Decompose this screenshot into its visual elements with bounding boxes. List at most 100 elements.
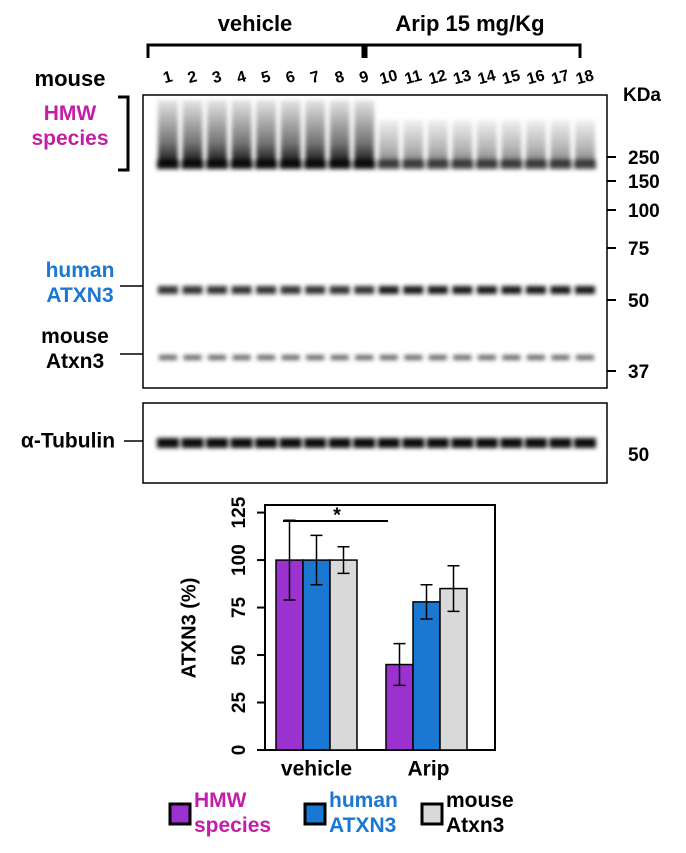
hmw-smear bbox=[182, 100, 203, 162]
group-bracket bbox=[364, 43, 582, 58]
band bbox=[377, 160, 400, 169]
bar bbox=[302, 559, 331, 751]
band bbox=[525, 286, 546, 294]
lane-label: 4 bbox=[235, 68, 248, 87]
group-label: vehicle bbox=[218, 11, 293, 36]
error-bar bbox=[310, 534, 323, 586]
y-tick-label: 125 bbox=[229, 496, 250, 528]
hmw-smear bbox=[378, 120, 399, 162]
lane-label: 15 bbox=[501, 67, 523, 88]
legend-label: HMW species bbox=[194, 789, 272, 837]
band bbox=[208, 355, 227, 360]
bar bbox=[329, 559, 358, 751]
lane-label: 5 bbox=[260, 68, 273, 87]
bar bbox=[439, 587, 468, 751]
error-bar bbox=[420, 584, 433, 620]
lane-label: 13 bbox=[451, 67, 473, 88]
x-tick-label: vehicle bbox=[281, 758, 352, 781]
marker-label: 250 bbox=[628, 148, 660, 169]
band bbox=[426, 160, 449, 169]
band bbox=[206, 438, 229, 448]
band bbox=[551, 355, 570, 360]
band bbox=[330, 355, 349, 360]
y-tick-label: 75 bbox=[229, 597, 250, 619]
band bbox=[502, 355, 521, 360]
band bbox=[159, 355, 177, 360]
band bbox=[255, 438, 278, 448]
hmw-smear bbox=[280, 100, 301, 162]
band bbox=[426, 438, 449, 448]
x-tick-label: Arip bbox=[408, 758, 450, 781]
lane-label: 17 bbox=[550, 67, 572, 88]
band bbox=[453, 355, 472, 360]
band bbox=[181, 438, 204, 448]
band bbox=[304, 438, 327, 448]
band bbox=[305, 286, 326, 294]
band bbox=[328, 160, 351, 169]
band bbox=[574, 438, 596, 448]
lane-label: 16 bbox=[525, 67, 547, 88]
band bbox=[500, 160, 523, 169]
band bbox=[304, 160, 327, 169]
band bbox=[206, 160, 229, 169]
error-bar bbox=[447, 565, 460, 613]
unit-label: KDa bbox=[623, 85, 661, 106]
hmw-smear bbox=[403, 120, 424, 162]
band bbox=[279, 438, 302, 448]
lane-label: 9 bbox=[358, 68, 371, 87]
bar-chart: ATXN3 (%) * 0 25 50 75 100 125 vehicle Arip bbox=[178, 496, 496, 781]
band bbox=[354, 286, 375, 294]
lane-label: 11 bbox=[403, 67, 424, 88]
band bbox=[402, 438, 425, 448]
lane-label: 3 bbox=[210, 68, 223, 87]
band bbox=[574, 160, 596, 169]
hmw-smear bbox=[231, 100, 252, 162]
lane-label: 10 bbox=[378, 67, 400, 88]
band bbox=[306, 355, 325, 360]
band bbox=[477, 355, 496, 360]
marker-label: 37 bbox=[628, 362, 649, 383]
band bbox=[475, 438, 498, 448]
marker-label: 50 bbox=[628, 445, 649, 466]
lane-label: 6 bbox=[284, 68, 297, 87]
hmw-smear bbox=[452, 120, 473, 162]
band bbox=[576, 355, 594, 360]
hmw-smear bbox=[501, 120, 522, 162]
error-bar bbox=[393, 642, 406, 687]
band bbox=[377, 438, 400, 448]
legend-swatch bbox=[168, 802, 192, 826]
band bbox=[257, 355, 276, 360]
loading-label: α-Tubulin bbox=[21, 430, 115, 453]
legend-swatch bbox=[420, 802, 444, 826]
band bbox=[157, 160, 179, 169]
row-label: mouse bbox=[35, 66, 106, 91]
error-bar bbox=[337, 546, 350, 575]
hmw-smear bbox=[575, 120, 595, 162]
band bbox=[526, 355, 545, 360]
bar bbox=[412, 601, 441, 751]
y-tick-label: 25 bbox=[229, 692, 250, 714]
marker-label: 75 bbox=[628, 239, 650, 260]
band bbox=[181, 160, 204, 169]
group-label: Arip 15 mg/Kg bbox=[395, 11, 544, 36]
band bbox=[182, 286, 203, 294]
hmw-smear bbox=[525, 120, 546, 162]
band bbox=[500, 438, 523, 448]
hmw-smear bbox=[329, 100, 350, 162]
marker-label: 50 bbox=[628, 291, 649, 312]
band bbox=[328, 438, 351, 448]
band bbox=[256, 286, 277, 294]
band bbox=[524, 160, 547, 169]
legend-label: mouse Atxn3 bbox=[446, 789, 514, 837]
band bbox=[379, 355, 398, 360]
legend-swatch bbox=[303, 802, 327, 826]
band bbox=[452, 286, 473, 294]
band bbox=[403, 286, 424, 294]
hmw-bracket bbox=[118, 95, 130, 172]
legend-label: human ATXN3 bbox=[329, 789, 398, 837]
band bbox=[329, 286, 350, 294]
annotation: * bbox=[333, 504, 341, 526]
lane-label: 2 bbox=[186, 68, 199, 87]
